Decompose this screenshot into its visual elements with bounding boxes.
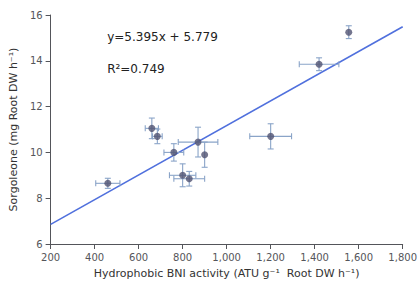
svg-text:1,200: 1,200 [256, 252, 285, 263]
svg-text:200: 200 [41, 252, 60, 263]
svg-text:6: 6 [36, 239, 42, 250]
svg-text:16: 16 [30, 10, 43, 21]
svg-text:600: 600 [129, 252, 148, 263]
svg-text:14: 14 [30, 55, 43, 66]
svg-text:1,000: 1,000 [212, 252, 241, 263]
svg-text:R²=0.749: R²=0.749 [107, 62, 165, 76]
svg-text:10: 10 [30, 147, 43, 158]
svg-text:Sorgoleone (mg Root DW h⁻¹): Sorgoleone (mg Root DW h⁻¹) [7, 48, 20, 212]
svg-text:1,800: 1,800 [388, 252, 417, 263]
svg-text:Hydrophobic BNI activity (ATU: Hydrophobic BNI activity (ATU g⁻¹ Root D… [94, 267, 360, 280]
svg-text:1,600: 1,600 [344, 252, 373, 263]
svg-text:1,400: 1,400 [300, 252, 329, 263]
svg-text:12: 12 [30, 101, 43, 112]
svg-text:y=5.395x + 5.779: y=5.395x + 5.779 [107, 30, 218, 44]
svg-text:400: 400 [85, 252, 104, 263]
svg-text:800: 800 [173, 252, 192, 263]
svg-text:8: 8 [36, 193, 42, 204]
